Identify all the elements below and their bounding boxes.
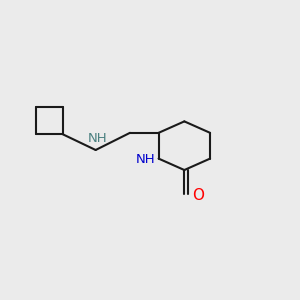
Text: NH: NH bbox=[136, 153, 156, 166]
Text: O: O bbox=[192, 188, 204, 203]
Text: NH: NH bbox=[87, 132, 107, 145]
